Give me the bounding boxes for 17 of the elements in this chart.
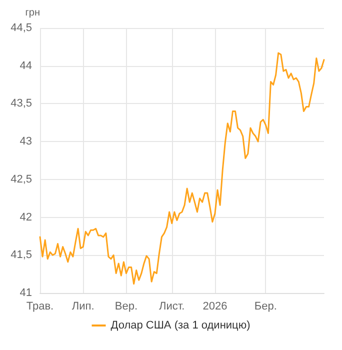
y-tick-label: 42 <box>20 211 32 224</box>
x-tick-label: 2026 <box>202 300 228 312</box>
legend-label: Долар США (за 1 одиницю) <box>110 320 250 332</box>
y-tick-label: 44 <box>20 60 32 72</box>
y-axis-title: грн <box>25 8 40 18</box>
x-tick-label: Трав. <box>26 300 54 312</box>
x-tick-label: Лип. <box>72 300 94 312</box>
x-tick-label: Вер. <box>114 300 138 312</box>
x-tick-label: Лист. <box>158 300 185 312</box>
x-tick-label: Бер. <box>254 300 277 312</box>
line-series <box>39 52 325 285</box>
y-tick-label: 44,5 <box>10 22 32 34</box>
y-tick-label: 43,5 <box>10 98 32 110</box>
y-tick-label: 41 <box>20 287 32 299</box>
y-tick-label: 43 <box>20 136 32 148</box>
y-tick-label: 42,5 <box>10 173 32 186</box>
y-tick-label: 41,5 <box>10 249 32 262</box>
